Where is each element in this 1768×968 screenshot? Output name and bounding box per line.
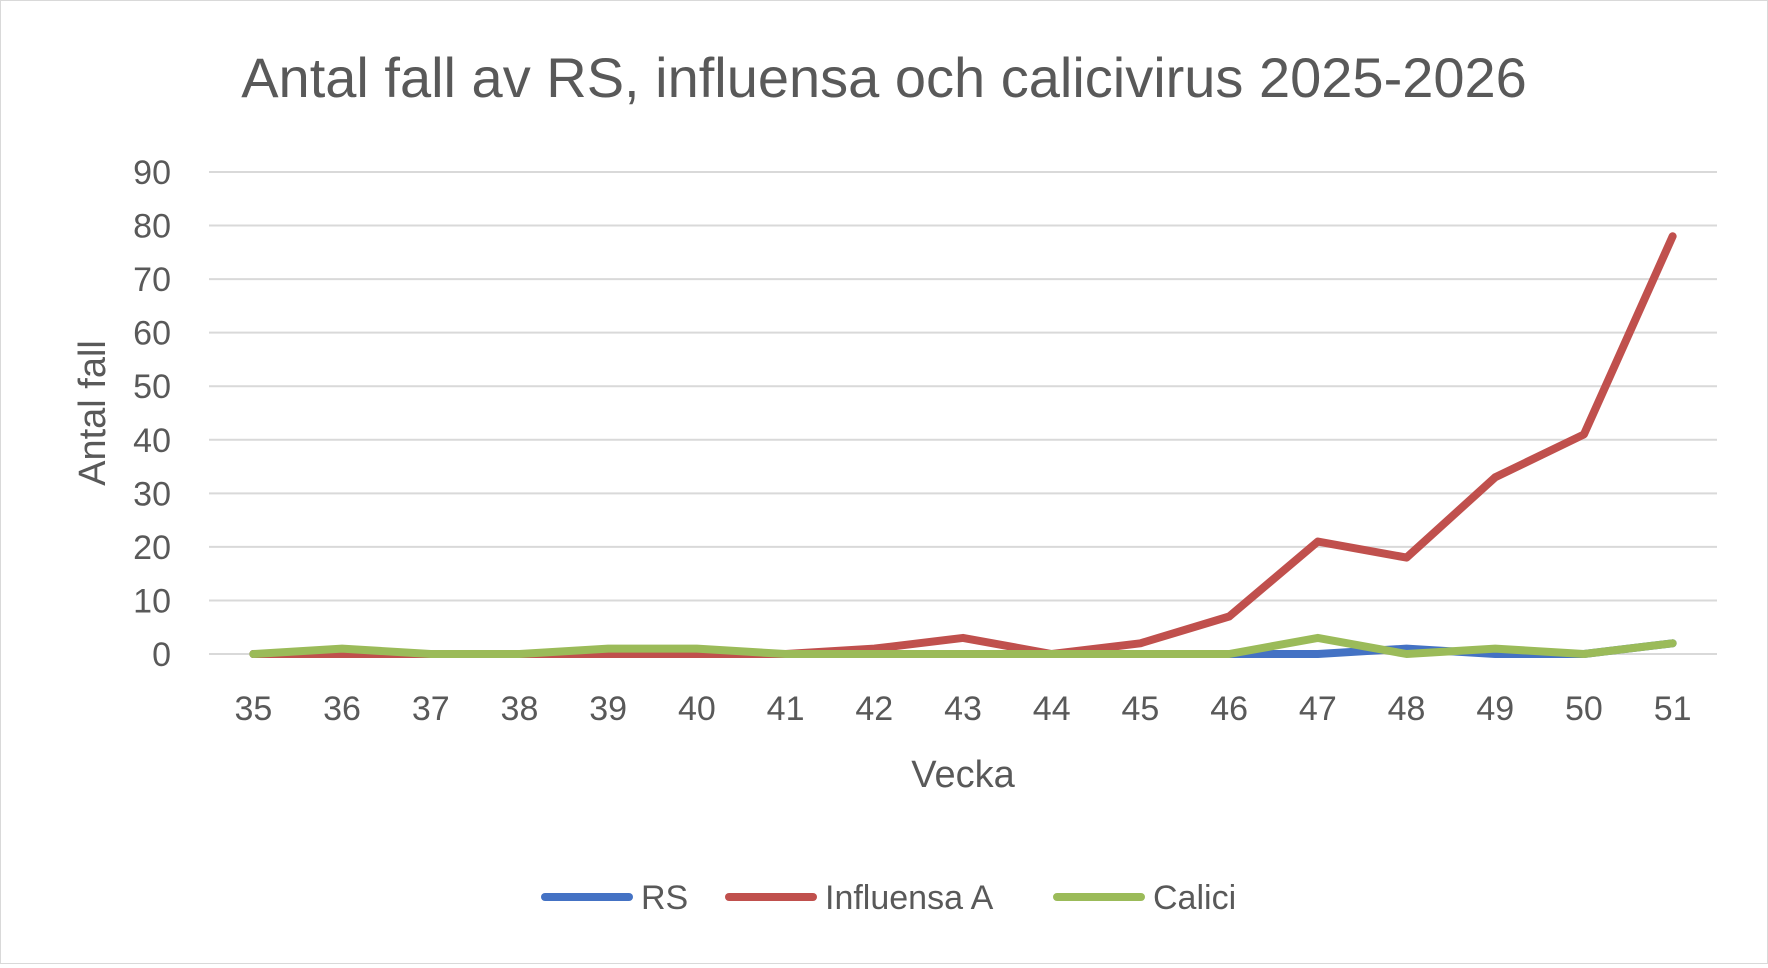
y-tick-label: 0 — [152, 636, 171, 674]
chart-title: Antal fall av RS, influensa och calicivi… — [241, 46, 1527, 109]
x-tick-label: 43 — [944, 690, 982, 728]
y-tick-label: 90 — [133, 154, 171, 192]
legend-label: Influensa A — [825, 879, 994, 917]
x-tick-label: 40 — [678, 690, 716, 728]
x-axis-title: Vecka — [911, 754, 1015, 796]
x-tick-label: 47 — [1299, 690, 1337, 728]
series-lines — [249, 232, 1677, 658]
legend-label: RS — [641, 879, 688, 917]
y-tick-label: 30 — [133, 475, 171, 513]
x-tick-label: 51 — [1654, 690, 1692, 728]
x-tick-label: 44 — [1033, 690, 1071, 728]
y-axis-title: Antal fall — [72, 340, 114, 486]
gridlines — [209, 171, 1717, 655]
x-tick-label: 48 — [1388, 690, 1426, 728]
x-tick-label: 36 — [323, 690, 361, 728]
x-tick-label: 35 — [234, 690, 272, 728]
x-tick-label: 37 — [412, 690, 450, 728]
x-tick-label: 49 — [1476, 690, 1514, 728]
x-tick-label: 41 — [767, 690, 805, 728]
y-tick-label: 70 — [133, 261, 171, 299]
y-tick-label: 10 — [133, 582, 171, 620]
y-tick-label: 50 — [133, 368, 171, 406]
legend: RS Influensa A Calici — [541, 879, 1236, 917]
series-line-calici — [249, 633, 1677, 658]
x-tick-label: 42 — [855, 690, 893, 728]
y-tick-label: 60 — [133, 315, 171, 353]
y-tick-label: 20 — [133, 529, 171, 567]
legend-label: Calici — [1153, 879, 1236, 917]
series-line-influensa-a — [249, 232, 1677, 658]
x-tick-label: 50 — [1565, 690, 1603, 728]
x-tick-label: 38 — [501, 690, 539, 728]
y-axis-ticks: 0 10 20 30 40 50 60 70 80 90 — [133, 154, 171, 674]
y-tick-label: 40 — [133, 422, 171, 460]
x-tick-label: 46 — [1210, 690, 1248, 728]
x-axis-ticks: 35 36 37 38 39 40 41 42 43 44 45 46 47 48 49 50 51 — [234, 690, 1691, 728]
x-tick-label: 39 — [589, 690, 627, 728]
x-tick-label: 45 — [1121, 690, 1159, 728]
y-tick-label: 80 — [133, 208, 171, 246]
